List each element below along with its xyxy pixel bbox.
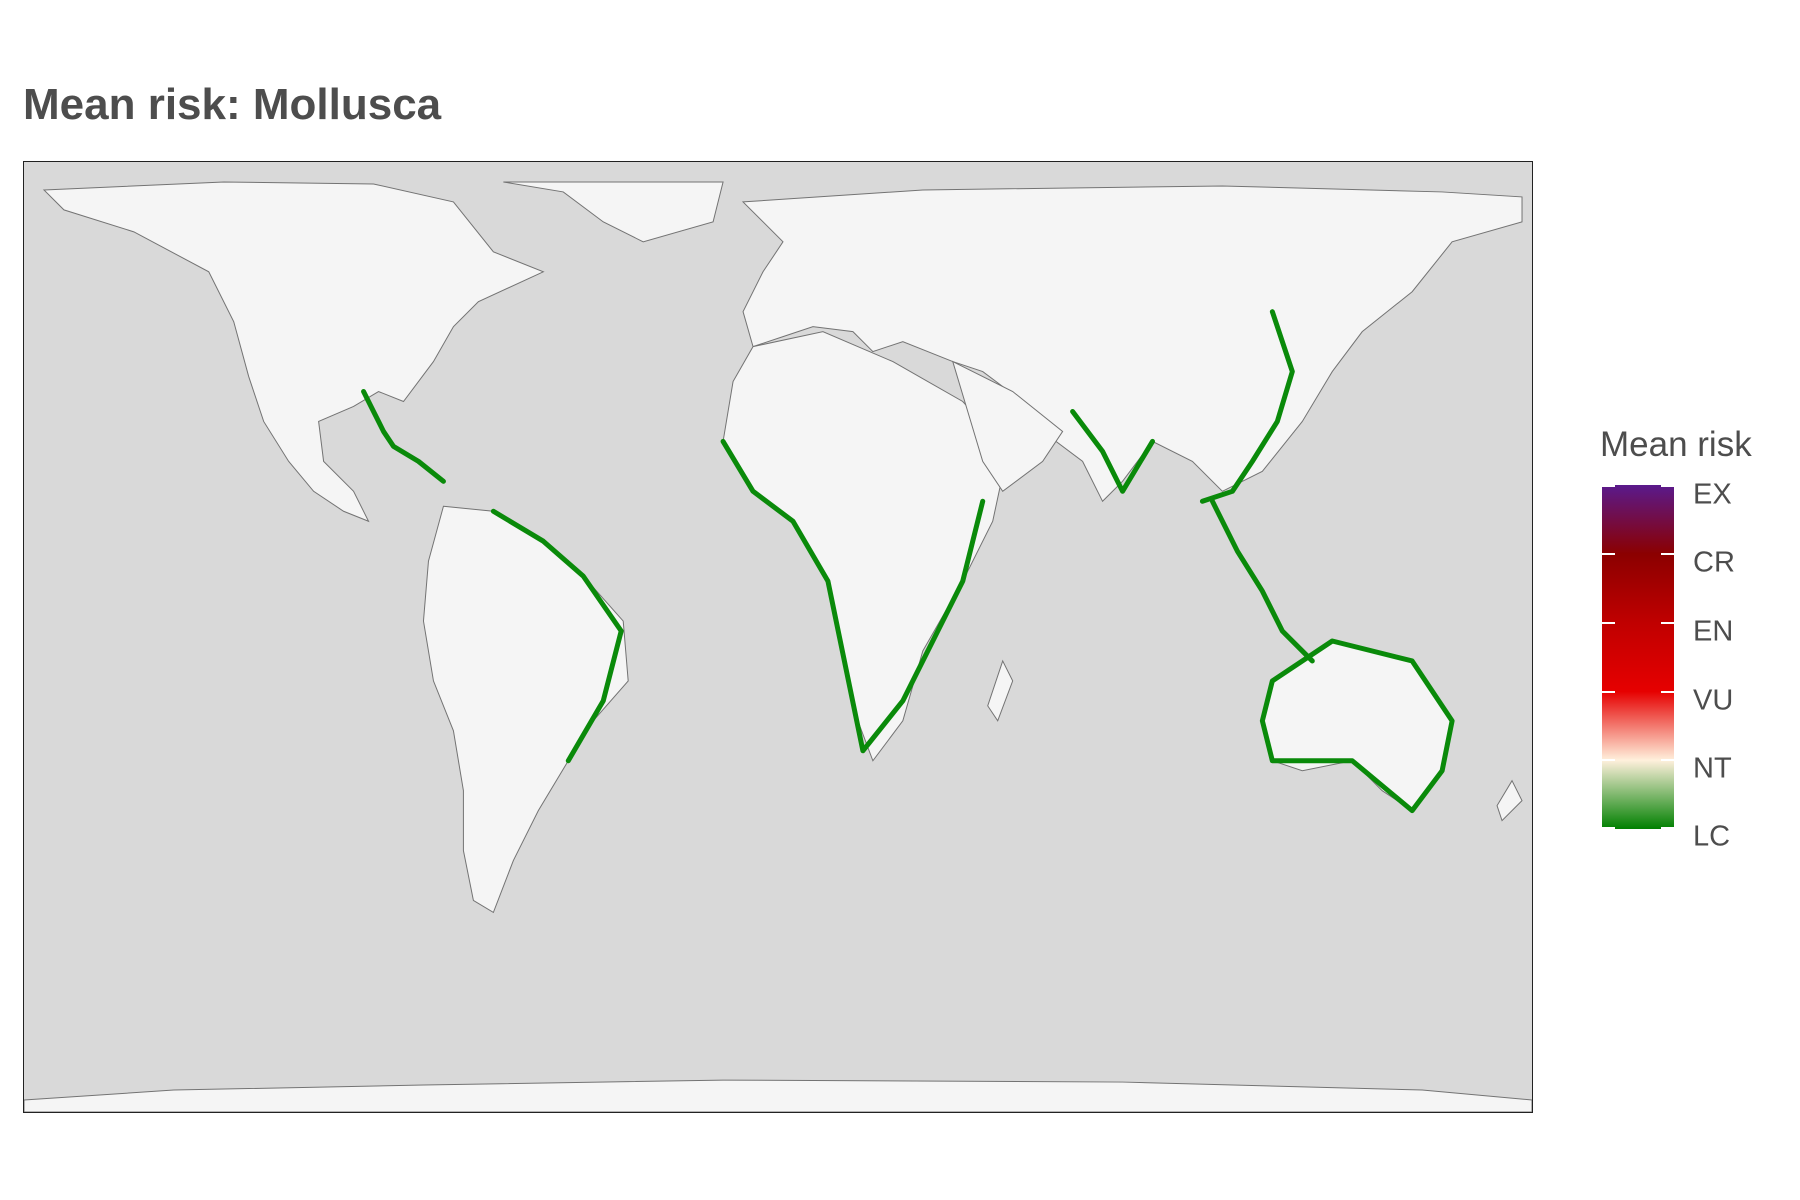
greenland: [503, 181, 724, 243]
madagascar: [987, 659, 1014, 722]
legend-tick-nt-left: [1602, 759, 1615, 761]
risk-africa-coast: [720, 438, 986, 754]
legend-tick-ex-left: [1602, 485, 1615, 487]
legend-tick-lc-right: [1661, 827, 1674, 829]
risk-gulf-caribbean: [361, 389, 446, 484]
legend: Mean risk EX CR EN VU NT LC: [1600, 425, 1790, 865]
land-masses: [24, 181, 1532, 1112]
world-map: [24, 181, 1532, 1112]
legend-label-cr: CR: [1693, 546, 1735, 579]
legend-tick-vu-right: [1661, 691, 1674, 693]
legend-tick-cr-left: [1602, 553, 1615, 555]
legend-label-ex: EX: [1693, 478, 1732, 511]
antarctica: [24, 1079, 1532, 1112]
legend-tick-lc-left: [1602, 827, 1615, 829]
legend-tick-vu-left: [1602, 691, 1615, 693]
legend-label-nt: NT: [1693, 752, 1732, 785]
risk-sa-coast: [490, 508, 624, 764]
risk-australia-coast: [1259, 638, 1455, 814]
legend-label-en: EN: [1693, 615, 1734, 648]
legend-label-lc: LC: [1693, 820, 1731, 853]
map-title: Mean risk: Mollusca: [23, 80, 442, 129]
legend-tick-nt-right: [1661, 759, 1674, 761]
risk-se-asia: [1209, 498, 1315, 664]
new-zealand: [1496, 779, 1523, 822]
risk-east-asia: [1199, 309, 1295, 504]
legend-tick-en-right: [1661, 622, 1674, 624]
arabia: [951, 360, 1064, 493]
legend-label-vu: VU: [1693, 684, 1734, 717]
risk-cells: [361, 309, 1455, 814]
risk-india: [1070, 408, 1155, 494]
eurasia: [741, 185, 1523, 503]
legend-tick-en-left: [1602, 622, 1615, 624]
legend-title: Mean risk: [1600, 425, 1752, 464]
legend-colorbar: [1602, 485, 1674, 829]
north-america: [42, 181, 545, 523]
legend-tick-ex-right: [1661, 485, 1674, 487]
legend-tick-cr-right: [1661, 553, 1674, 555]
world-map-panel: [23, 161, 1533, 1113]
